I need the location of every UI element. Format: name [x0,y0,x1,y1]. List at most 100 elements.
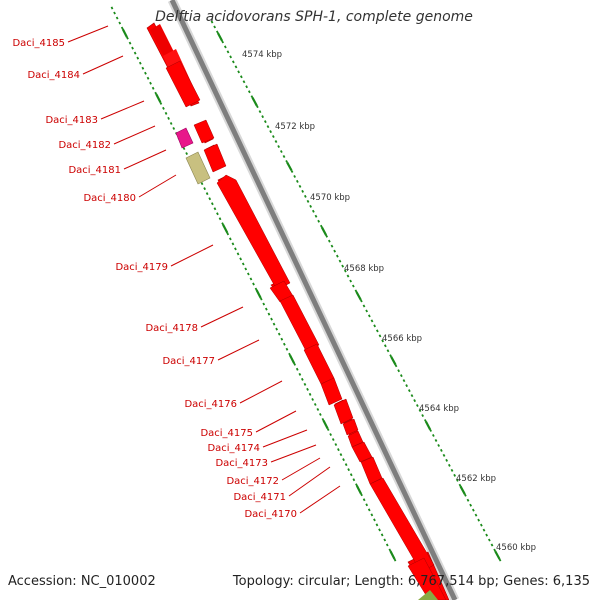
major-tick [216,32,224,42]
minor-tick [339,453,343,457]
gene-label[interactable]: Daci_4176 [184,399,237,410]
minor-tick [314,214,318,218]
minor-tick [342,458,345,462]
minor-tick [239,75,243,79]
minor-tick [295,367,299,371]
gene-label[interactable]: Daci_4172 [226,476,279,487]
minor-tick [325,234,329,238]
minor-tick [313,402,317,406]
minor-tick [347,468,350,472]
minor-tick [445,458,448,462]
minor-tick [301,189,304,193]
minor-tick [485,533,489,537]
minor-tick [269,130,273,134]
major-tick [255,289,262,299]
gene-label[interactable]: Daci_4184 [27,70,80,81]
gene-label[interactable]: Daci_4181 [68,165,121,176]
minor-tick [241,262,245,266]
minor-tick [352,478,356,482]
minor-tick [326,428,330,432]
minor-tick [229,55,232,59]
leader-line [239,380,283,404]
gene-label[interactable]: Daci_4185 [12,38,65,49]
minor-tick [304,194,307,198]
major-tick [289,354,296,364]
minor-tick [309,204,312,208]
minor-tick [472,508,475,512]
minor-tick [218,217,222,221]
leader-line [281,457,321,481]
minor-tick [329,433,332,437]
gene-label[interactable]: Daci_4173 [215,458,268,469]
gene-label-leaders [67,25,341,514]
minor-tick [360,493,363,497]
rna-block-magenta[interactable] [175,127,194,149]
minor-tick [394,364,398,368]
minor-tick [378,528,381,532]
minor-tick [480,523,483,527]
major-tick [424,420,432,431]
gene-label[interactable]: Daci_4171 [233,492,286,503]
minor-tick [466,498,470,502]
leader-line [138,174,177,198]
minor-tick [458,483,462,487]
minor-tick [336,254,339,258]
minor-tick [344,463,348,467]
minor-tick [221,222,224,226]
gene-label[interactable]: Daci_4179 [115,262,168,273]
minor-tick [295,179,299,183]
minor-tick [450,468,454,472]
minor-tick [231,242,235,246]
minor-tick [416,404,419,408]
gene-label[interactable]: Daci_4175 [200,428,253,439]
minor-tick [213,25,216,29]
minor-tick [311,209,315,213]
minor-tick [434,438,438,442]
minor-tick [337,448,340,452]
leader-line [113,125,156,145]
minor-tick [236,252,240,256]
minor-tick [349,279,352,283]
minor-tick [455,478,459,482]
gene-label[interactable]: Daci_4177 [162,356,215,367]
minor-tick [389,354,392,358]
minor-tick [367,508,371,512]
minor-tick [293,362,297,366]
gene-label[interactable]: Daci_4180 [83,193,136,204]
gene-label[interactable]: Daci_4183 [45,115,98,126]
minor-tick [378,334,382,338]
minor-tick [146,76,150,80]
gene-label[interactable]: Daci_4174 [207,443,260,454]
minor-tick [258,110,262,114]
minor-tick [126,36,129,40]
scale-label: 4572 kbp [275,122,315,132]
minor-tick [210,20,214,24]
minor-tick [376,329,379,333]
minor-tick [221,40,224,44]
leader-line [123,149,167,170]
minor-tick [306,199,310,203]
minor-tick [229,237,232,241]
minor-tick [317,219,320,223]
minor-tick [272,135,275,139]
minor-tick [141,66,145,70]
minor-tick [210,202,214,206]
gene-label[interactable]: Daci_4170 [244,509,297,520]
minor-tick [136,56,140,60]
minor-tick [239,257,243,261]
minor-tick [277,145,280,149]
minor-tick [208,197,212,201]
minor-tick [362,304,366,308]
minor-tick [118,21,122,25]
gene-label[interactable]: Daci_4182 [58,140,111,151]
minor-tick [474,513,478,517]
minor-tick [275,327,278,331]
rna-block-olive[interactable] [185,151,211,185]
gene-label[interactable]: Daci_4178 [145,323,198,334]
minor-tick [432,433,435,437]
minor-tick [321,417,325,422]
minor-tick [437,443,440,447]
major-tick [320,226,328,236]
scale-label: 4562 kbp [456,474,496,484]
minor-tick [410,394,414,398]
